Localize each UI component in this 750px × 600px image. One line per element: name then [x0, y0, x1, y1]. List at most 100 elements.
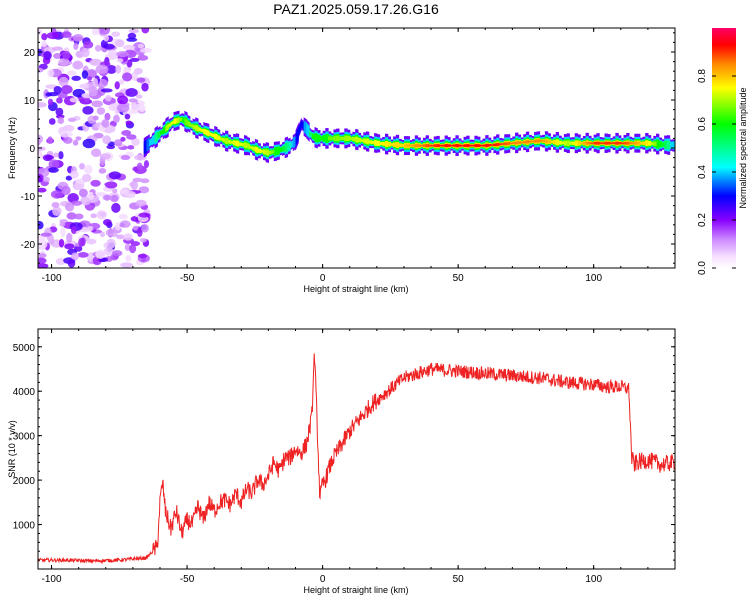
noise-blob — [131, 138, 140, 146]
ridge-segment — [170, 120, 175, 126]
noise-blob — [47, 136, 53, 144]
noise-blob — [116, 51, 130, 58]
noise-blob — [116, 58, 124, 63]
ridge-segment — [441, 144, 446, 147]
ridge-segment — [341, 136, 345, 141]
noise-blob — [38, 173, 44, 183]
noise-blob — [83, 164, 93, 174]
ridge-segment — [509, 142, 513, 145]
ridge-segment — [544, 139, 549, 144]
ridge-segment — [515, 141, 519, 145]
ridge-segment — [604, 141, 608, 145]
noise-blob — [103, 247, 114, 256]
noise-blob — [38, 102, 47, 108]
y-tick-label: 4000 — [13, 387, 36, 398]
noise-blob — [104, 182, 115, 187]
ridge-segment — [647, 140, 652, 146]
ridge-segment — [284, 142, 288, 153]
ridge-segment — [352, 136, 356, 142]
ridge-segment — [580, 142, 584, 144]
noise-blob — [77, 252, 89, 258]
noise-blob — [78, 188, 88, 198]
y-tick-label: 20 — [24, 48, 36, 59]
noise-blob — [135, 199, 147, 207]
ridge-segment — [189, 123, 194, 128]
noise-blob — [115, 221, 121, 231]
ridge-segment — [607, 141, 611, 145]
spectrogram-noise-region — [38, 28, 152, 268]
ridge-segment — [146, 137, 150, 152]
noise-blob — [43, 51, 52, 60]
ridge-segment — [295, 125, 299, 148]
ridge-segment — [542, 140, 546, 143]
x-tick-label: -50 — [180, 273, 195, 284]
ridge-segment — [626, 141, 630, 145]
noise-blob — [139, 237, 147, 243]
noise-blob — [57, 117, 65, 125]
ridge-segment — [184, 118, 188, 126]
noise-blob — [122, 44, 136, 50]
noise-blob — [70, 226, 77, 234]
colorbar-tick-label: 0.4 — [697, 165, 708, 179]
ridge-segment — [292, 135, 297, 149]
ridge-segment — [547, 140, 551, 144]
ridge-segment — [609, 142, 614, 145]
ridge-segment — [355, 136, 359, 143]
ridge-segment — [433, 144, 438, 148]
noise-blob — [134, 154, 147, 161]
colorbar-tick-label: 0.8 — [697, 69, 708, 83]
ridge-segment — [384, 140, 389, 148]
noise-blob — [67, 70, 77, 76]
ridge-segment — [349, 136, 354, 141]
ridge-segment — [347, 135, 351, 141]
ridge-segment — [330, 136, 335, 140]
ridge-segment — [417, 144, 421, 147]
noise-blob — [99, 231, 106, 238]
ridge-segment — [493, 143, 497, 147]
ridge-segment — [585, 141, 589, 145]
ridge-segment — [214, 133, 218, 141]
colorbar-tick-label: 0.6 — [697, 117, 708, 131]
ridge-segment — [203, 128, 207, 136]
noise-blob — [53, 85, 62, 95]
noise-blob — [38, 146, 46, 151]
ridge-segment — [273, 146, 278, 156]
noise-blob — [81, 83, 89, 89]
ridge-segment — [403, 144, 408, 148]
noise-blob — [120, 155, 131, 161]
ridge-segment — [452, 144, 457, 147]
x-tick-label: -100 — [42, 574, 62, 585]
noise-blob — [67, 193, 79, 204]
ridge-segment — [653, 141, 657, 147]
noise-blob — [66, 232, 73, 243]
spectrogram-y-label: Frequency (Hz) — [7, 117, 17, 179]
noise-blob — [103, 28, 111, 34]
noise-blob — [38, 29, 43, 36]
ridge-segment — [241, 142, 245, 147]
ridge-segment — [479, 144, 484, 147]
ridge-segment — [523, 140, 527, 144]
noise-blob — [127, 32, 137, 40]
ridge-segment — [395, 141, 400, 149]
noise-blob — [90, 179, 101, 187]
ridge-segment — [558, 140, 562, 145]
ridge-segment — [365, 138, 370, 145]
noise-blob — [129, 244, 137, 254]
noise-blob — [105, 95, 112, 102]
ridge-segment — [487, 143, 492, 147]
noise-blob — [55, 257, 66, 266]
ridge-segment — [154, 131, 158, 143]
spectrogram-ridge — [143, 110, 675, 163]
noise-blob — [38, 253, 47, 258]
noise-blob — [137, 43, 144, 49]
ridge-segment — [645, 140, 649, 147]
x-tick-label: 100 — [585, 574, 602, 585]
noise-blob — [69, 97, 80, 103]
ridge-segment — [246, 143, 251, 150]
noise-blob — [123, 233, 133, 241]
noise-blob — [41, 33, 48, 41]
colorbar-gradient — [712, 28, 736, 268]
ridge-segment — [249, 145, 253, 150]
snr-y-axis: 1000 2000 3000 4000 5000 — [13, 328, 675, 570]
